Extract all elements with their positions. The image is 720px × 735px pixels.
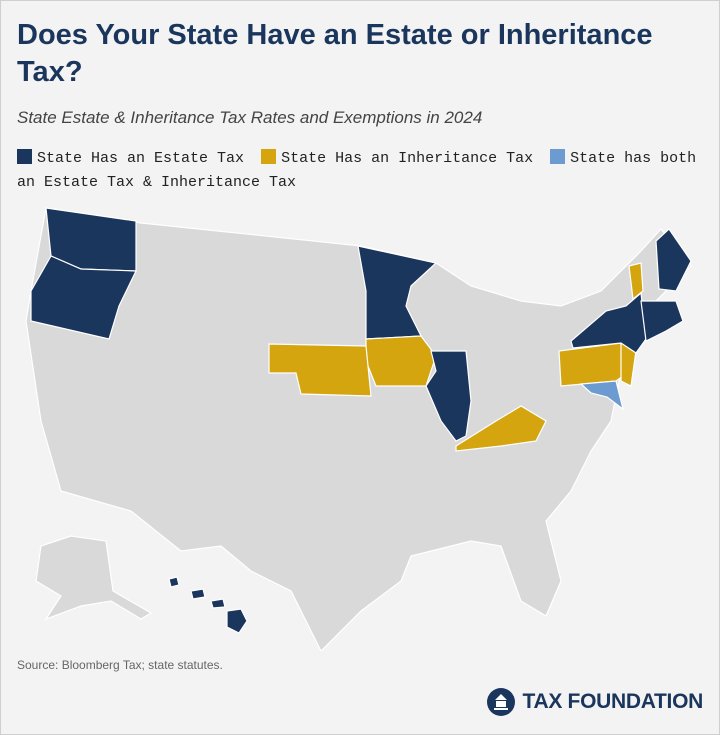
legend-label: State has both an Estate Tax & Inheritan… bbox=[17, 150, 697, 191]
legend: State Has an Estate Tax State Has an Inh… bbox=[17, 147, 707, 195]
state bbox=[640, 300, 684, 342]
title: Does Your State Have an Estate or Inheri… bbox=[17, 19, 653, 88]
legend-label: State Has an Inheritance Tax bbox=[281, 150, 534, 167]
state bbox=[455, 405, 547, 452]
state bbox=[30, 255, 137, 340]
state bbox=[226, 608, 248, 634]
state bbox=[579, 380, 624, 411]
us-map bbox=[25, 207, 692, 651]
mainland bbox=[25, 207, 692, 651]
legend-label: State Has an Estate Tax bbox=[37, 150, 245, 167]
state bbox=[558, 342, 628, 387]
state bbox=[168, 576, 180, 588]
state bbox=[210, 598, 226, 609]
subtitle: State Estate & Inheritance Tax Rates and… bbox=[17, 108, 483, 127]
state bbox=[655, 228, 692, 292]
legend-swatch bbox=[261, 149, 277, 164]
legend-item: State has both an Estate Tax & Inheritan… bbox=[17, 149, 697, 191]
legend-swatch bbox=[550, 149, 566, 164]
state bbox=[357, 245, 438, 340]
alaska bbox=[35, 535, 153, 621]
legend-swatch bbox=[17, 149, 32, 164]
source: Source: Bloomberg Tax; state statutes. bbox=[17, 658, 223, 672]
legend-item: State Has an Inheritance Tax bbox=[261, 149, 534, 167]
state bbox=[365, 335, 437, 387]
brand-logo bbox=[487, 688, 516, 716]
brand: TAX FOUNDATION bbox=[486, 687, 703, 717]
state bbox=[190, 588, 206, 600]
state bbox=[628, 262, 644, 301]
legend-item: State Has an Estate Tax bbox=[17, 149, 245, 167]
state bbox=[268, 343, 372, 397]
state bbox=[425, 350, 472, 442]
brand-name: TAX FOUNDATION bbox=[522, 690, 703, 713]
